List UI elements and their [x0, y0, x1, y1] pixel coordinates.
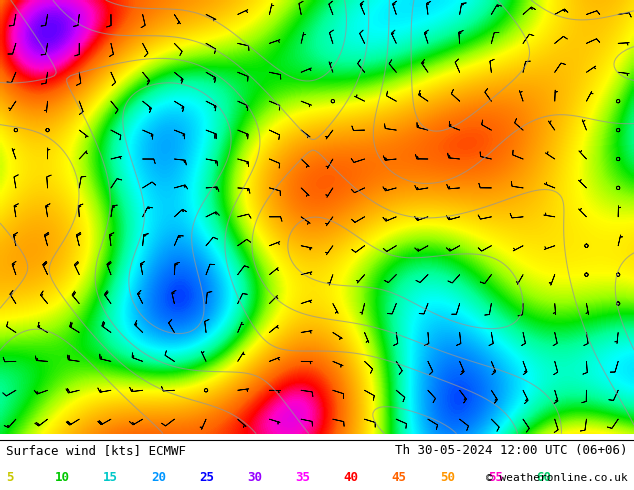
Text: 20: 20 — [151, 471, 166, 484]
Text: 40: 40 — [344, 471, 359, 484]
Text: 60: 60 — [536, 471, 552, 484]
Text: 5: 5 — [6, 471, 14, 484]
Text: Th 30-05-2024 12:00 UTC (06+06): Th 30-05-2024 12:00 UTC (06+06) — [395, 444, 628, 457]
Text: 55: 55 — [488, 471, 503, 484]
Text: 30: 30 — [247, 471, 262, 484]
Text: 10: 10 — [55, 471, 70, 484]
Text: 50: 50 — [440, 471, 455, 484]
Text: 25: 25 — [199, 471, 214, 484]
Text: 15: 15 — [103, 471, 118, 484]
Text: Surface wind [kts] ECMWF: Surface wind [kts] ECMWF — [6, 444, 186, 457]
Text: 35: 35 — [295, 471, 311, 484]
Text: 45: 45 — [392, 471, 407, 484]
Text: © weatheronline.co.uk: © weatheronline.co.uk — [486, 472, 628, 483]
